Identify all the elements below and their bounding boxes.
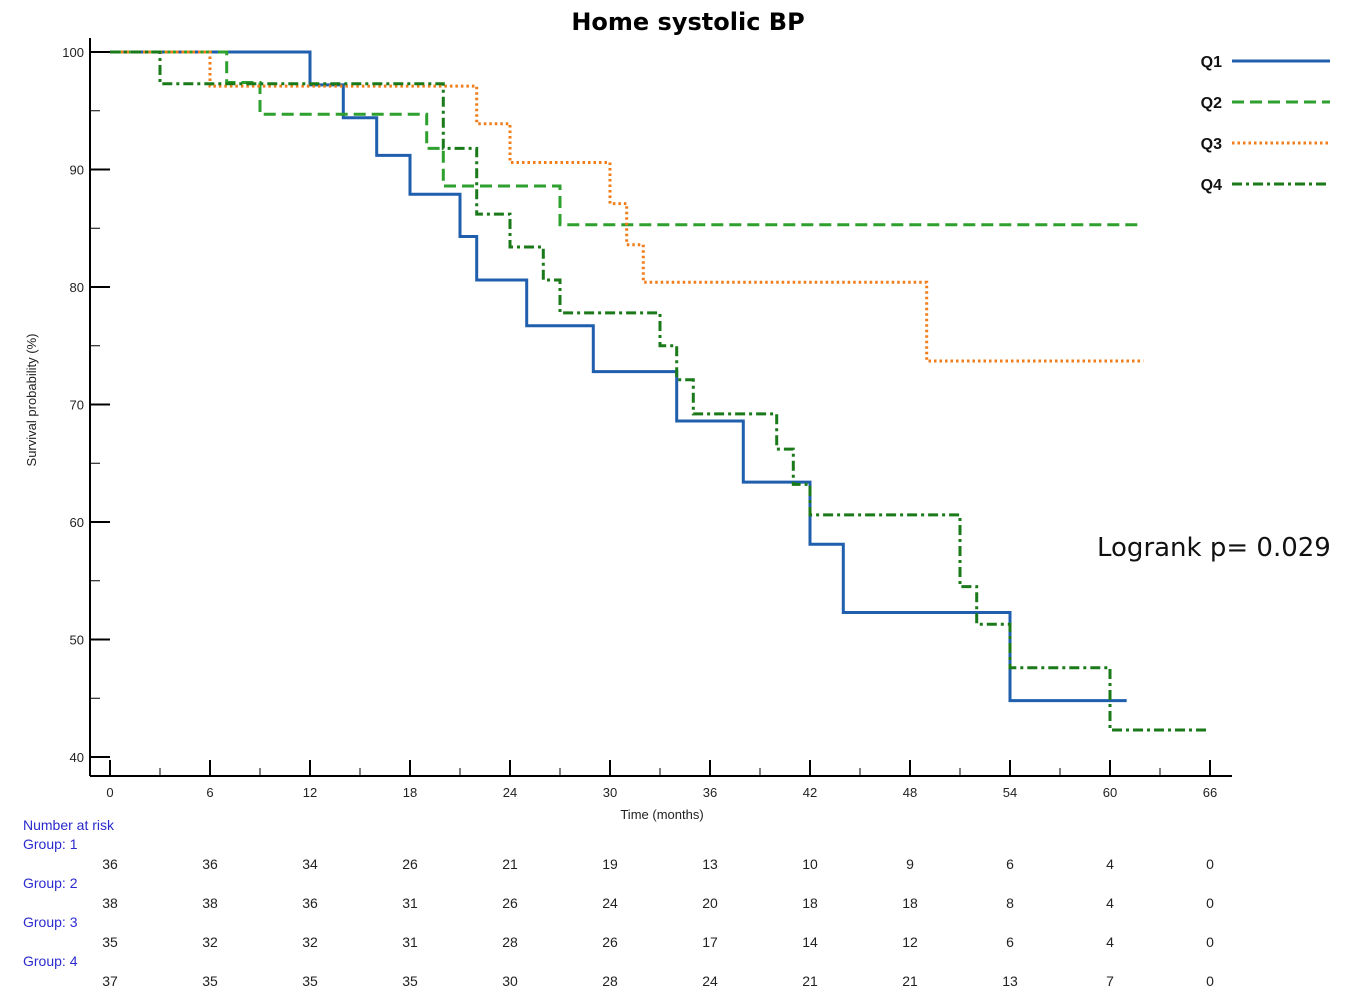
risk-value: 38 bbox=[202, 895, 218, 911]
risk-value: 0 bbox=[1206, 934, 1214, 950]
risk-value: 26 bbox=[502, 895, 518, 911]
risk-value: 32 bbox=[302, 934, 318, 950]
legend-label-q1: Q1 bbox=[1201, 54, 1222, 71]
x-tick-label: 36 bbox=[703, 785, 717, 800]
risk-table: Group: 1 36 36 34 26 21 19 13 10 9 6 4 0 Group: 2 38 38… bbox=[23, 836, 1214, 988]
risk-value: 34 bbox=[302, 856, 318, 872]
series-line-q3 bbox=[110, 50, 1144, 363]
risk-value: 8 bbox=[1006, 895, 1014, 911]
risk-value: 6 bbox=[1006, 856, 1014, 872]
risk-value: 36 bbox=[302, 895, 318, 911]
x-tick-label: 42 bbox=[803, 785, 817, 800]
risk-value: 9 bbox=[906, 856, 914, 872]
y-tick-label: 100 bbox=[62, 45, 84, 60]
y-tick-label: 60 bbox=[70, 515, 84, 530]
y-tick-label: 70 bbox=[70, 398, 84, 413]
risk-value: 13 bbox=[702, 856, 718, 872]
x-tick-label: 6 bbox=[206, 785, 213, 800]
x-tick-label: 66 bbox=[1203, 785, 1217, 800]
risk-value: 14 bbox=[802, 934, 818, 950]
risk-value: 36 bbox=[202, 856, 218, 872]
risk-value: 24 bbox=[702, 973, 718, 988]
risk-value: 26 bbox=[402, 856, 418, 872]
risk-value: 4 bbox=[1106, 934, 1114, 950]
risk-group-label: Group: 2 bbox=[23, 875, 78, 891]
x-tick-label: 0 bbox=[106, 785, 113, 800]
risk-value: 38 bbox=[102, 895, 118, 911]
x-tick-label: 48 bbox=[903, 785, 917, 800]
risk-value: 0 bbox=[1206, 856, 1214, 872]
risk-value: 17 bbox=[702, 934, 718, 950]
risk-group-label: Group: 4 bbox=[23, 953, 78, 969]
risk-value: 0 bbox=[1206, 973, 1214, 988]
risk-value: 31 bbox=[402, 934, 418, 950]
risk-value: 37 bbox=[102, 973, 118, 988]
logrank-annotation: Logrank p= 0.029 bbox=[1097, 533, 1331, 563]
axes: 40 50 60 70 80 90 100 0 6 12 18 24 30 36 42 48 54 60 66 bbox=[62, 38, 1232, 800]
legend: Q1 Q2 Q3 Q4 bbox=[1201, 54, 1330, 194]
risk-value: 4 bbox=[1106, 856, 1114, 872]
x-tick-label: 60 bbox=[1103, 785, 1117, 800]
series-line-q4 bbox=[110, 50, 1210, 732]
x-tick-label: 24 bbox=[503, 785, 517, 800]
risk-value: 26 bbox=[602, 934, 618, 950]
risk-value: 18 bbox=[802, 895, 818, 911]
risk-value: 19 bbox=[602, 856, 618, 872]
legend-label-q2: Q2 bbox=[1201, 95, 1222, 112]
risk-value: 28 bbox=[502, 934, 518, 950]
risk-group-label: Group: 3 bbox=[23, 914, 78, 930]
risk-value: 21 bbox=[802, 973, 818, 988]
chart-title: Home systolic BP bbox=[571, 8, 804, 36]
risk-value: 13 bbox=[1002, 973, 1018, 988]
x-tick-label: 54 bbox=[1003, 785, 1017, 800]
risk-group-label: Group: 1 bbox=[23, 836, 78, 852]
risk-value: 36 bbox=[102, 856, 118, 872]
risk-value: 32 bbox=[202, 934, 218, 950]
y-tick-label: 90 bbox=[70, 163, 84, 178]
y-axis-label: Survival probability (%) bbox=[24, 334, 39, 467]
risk-value: 21 bbox=[502, 856, 518, 872]
legend-label-q3: Q3 bbox=[1201, 136, 1222, 153]
risk-value: 35 bbox=[302, 973, 318, 988]
risk-value: 6 bbox=[1006, 934, 1014, 950]
risk-value: 35 bbox=[102, 934, 118, 950]
risk-value: 24 bbox=[602, 895, 618, 911]
risk-value: 7 bbox=[1106, 973, 1114, 988]
risk-value: 12 bbox=[902, 934, 918, 950]
y-tick-label: 40 bbox=[70, 750, 84, 765]
risk-value: 35 bbox=[402, 973, 418, 988]
series-line-q1 bbox=[110, 50, 1127, 703]
risk-value: 30 bbox=[502, 973, 518, 988]
risk-value: 31 bbox=[402, 895, 418, 911]
risk-value: 20 bbox=[702, 895, 718, 911]
risk-table-header: Number at risk bbox=[23, 817, 115, 833]
risk-value: 10 bbox=[802, 856, 818, 872]
risk-value: 35 bbox=[202, 973, 218, 988]
risk-value: 28 bbox=[602, 973, 618, 988]
x-tick-label: 12 bbox=[303, 785, 317, 800]
x-tick-label: 18 bbox=[403, 785, 417, 800]
y-tick-label: 50 bbox=[70, 633, 84, 648]
series-line-q2 bbox=[110, 50, 1144, 227]
x-tick-label: 30 bbox=[603, 785, 617, 800]
risk-value: 0 bbox=[1206, 895, 1214, 911]
risk-value: 4 bbox=[1106, 895, 1114, 911]
x-axis-label: Time (months) bbox=[620, 807, 703, 822]
risk-value: 21 bbox=[902, 973, 918, 988]
series-layer bbox=[110, 50, 1210, 732]
legend-label-q4: Q4 bbox=[1201, 177, 1222, 194]
y-tick-label: 80 bbox=[70, 280, 84, 295]
risk-value: 18 bbox=[902, 895, 918, 911]
